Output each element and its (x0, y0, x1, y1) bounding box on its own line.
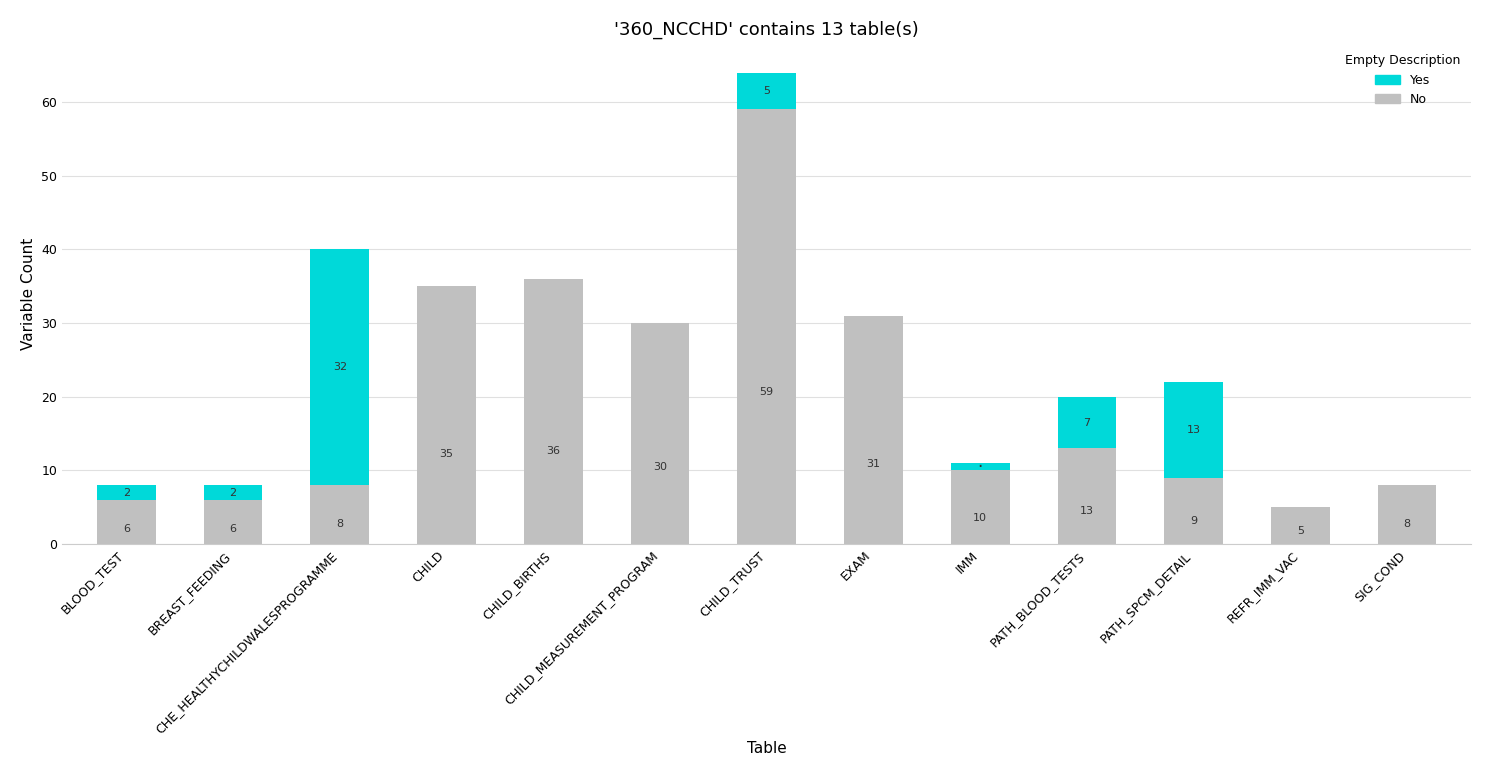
Text: 13: 13 (1080, 506, 1094, 516)
Bar (524, 279, 582, 544)
Bar (204, 485, 263, 500)
Bar (950, 471, 1010, 544)
Text: 35: 35 (440, 449, 454, 459)
Text: 8: 8 (336, 518, 343, 528)
Bar (310, 485, 369, 544)
Text: 10: 10 (973, 514, 988, 524)
Bar (1164, 382, 1223, 478)
Bar (631, 323, 689, 544)
Text: 36: 36 (546, 446, 560, 456)
X-axis label: Table: Table (747, 741, 786, 756)
Bar (950, 463, 1010, 471)
Text: 5: 5 (764, 86, 770, 96)
Y-axis label: Variable Count: Variable Count (21, 238, 36, 350)
Text: 7: 7 (1083, 417, 1091, 427)
Bar (1058, 448, 1116, 544)
Bar (97, 485, 155, 500)
Bar (1377, 485, 1437, 544)
Bar (737, 110, 797, 544)
Bar (737, 72, 797, 110)
Bar (418, 286, 476, 544)
Text: ·: · (977, 458, 983, 476)
Text: 32: 32 (333, 362, 346, 372)
Bar (1271, 507, 1329, 544)
Title: '360_NCCHD' contains 13 table(s): '360_NCCHD' contains 13 table(s) (615, 21, 919, 39)
Bar (97, 500, 155, 544)
Text: 30: 30 (653, 462, 667, 472)
Bar (310, 249, 369, 485)
Bar (204, 500, 263, 544)
Bar (844, 315, 903, 544)
Bar (1164, 478, 1223, 544)
Text: 5: 5 (1297, 526, 1304, 536)
Text: 59: 59 (759, 387, 774, 397)
Text: 2: 2 (230, 488, 237, 497)
Text: 6: 6 (122, 524, 130, 534)
Text: 6: 6 (230, 524, 237, 534)
Legend: Yes, No: Yes, No (1340, 50, 1465, 111)
Text: 8: 8 (1404, 518, 1411, 528)
Bar (1058, 397, 1116, 448)
Text: 9: 9 (1191, 516, 1197, 526)
Text: 2: 2 (122, 488, 130, 497)
Text: 31: 31 (867, 459, 880, 469)
Text: 13: 13 (1186, 425, 1201, 435)
